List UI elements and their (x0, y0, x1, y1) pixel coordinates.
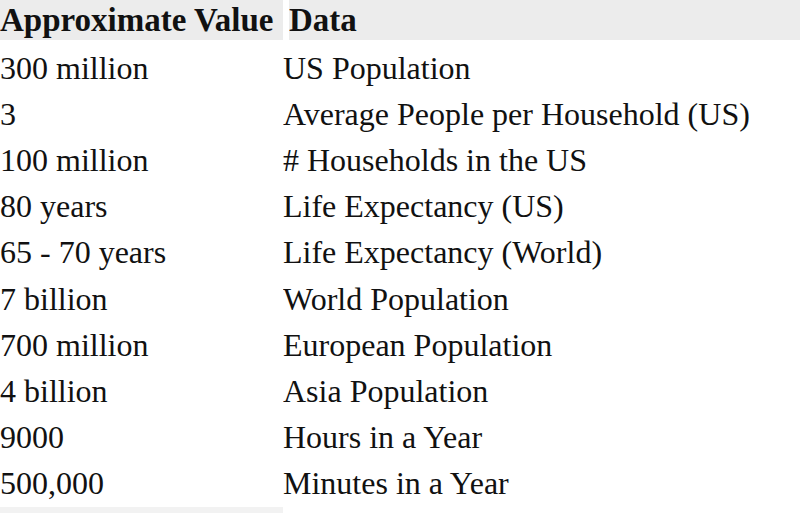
row-label: World Population (283, 281, 800, 318)
table-header-row: Approximate Value Data (0, 0, 800, 40)
table-row: 4 billion Asia Population (0, 368, 800, 414)
row-label: Life Expectancy (US) (283, 188, 800, 225)
table-row: 65 - 70 years Life Expectancy (World) (0, 230, 800, 276)
table-row: 500,000 Minutes in a Year (0, 461, 800, 507)
row-label: Average People per Household (US) (283, 96, 800, 133)
row-label: Life Expectancy (World) (283, 234, 800, 271)
row-value: 100 million (0, 142, 283, 179)
table-body: 300 million US Population 3 Average Peop… (0, 45, 800, 507)
table-row: 7 billion World Population (0, 276, 800, 322)
row-label: Minutes in a Year (283, 465, 800, 502)
table-row: 3 Average People per Household (US) (0, 91, 800, 137)
row-value: 700 million (0, 327, 283, 364)
row-label: European Population (283, 327, 800, 364)
header-data: Data (289, 0, 800, 40)
row-label: US Population (283, 50, 800, 87)
header-approximate-value: Approximate Value (0, 0, 283, 40)
table-row: 300 million US Population (0, 45, 800, 91)
row-value: 3 (0, 96, 283, 133)
row-value: 300 million (0, 50, 283, 87)
table-row: 100 million # Households in the US (0, 137, 800, 183)
table-row: 700 million European Population (0, 322, 800, 368)
row-label: Hours in a Year (283, 419, 800, 456)
approximate-value-table-page: Approximate Value Data 300 million US Po… (0, 0, 800, 513)
row-value: 65 - 70 years (0, 234, 283, 271)
row-label: Asia Population (283, 373, 800, 410)
table-row: 80 years Life Expectancy (US) (0, 184, 800, 230)
row-value: 80 years (0, 188, 283, 225)
row-value: 4 billion (0, 373, 283, 410)
table-row: 9000 Hours in a Year (0, 415, 800, 461)
row-value: 7 billion (0, 281, 283, 318)
row-label: # Households in the US (283, 142, 800, 179)
next-row-partial-highlight (0, 507, 283, 513)
row-value: 500,000 (0, 465, 283, 502)
row-value: 9000 (0, 419, 283, 456)
